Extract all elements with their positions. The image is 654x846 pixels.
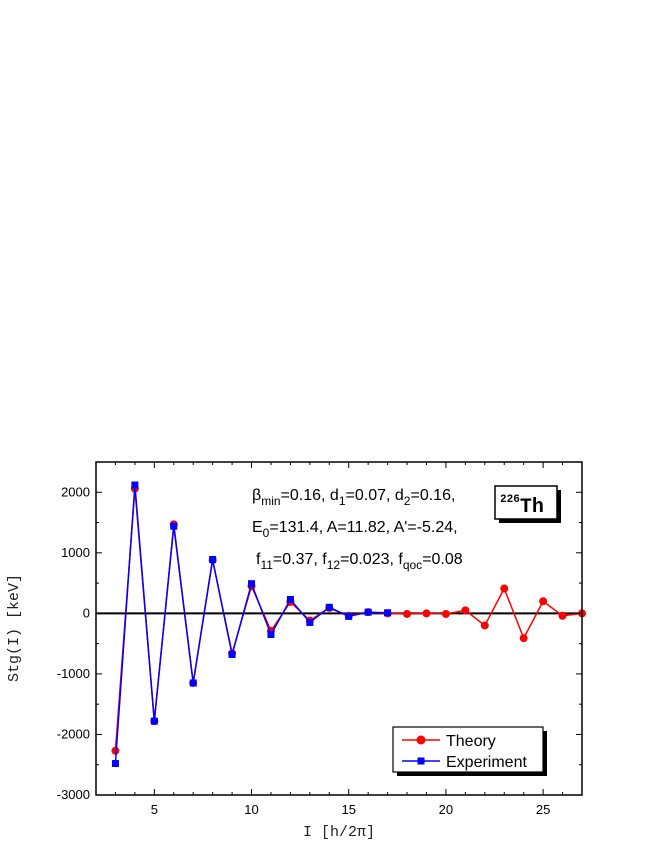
experiment-point xyxy=(111,760,119,768)
nucleus-label-text: 226Th xyxy=(500,494,544,519)
nucleus-label: 226Th xyxy=(494,485,561,523)
plot-area-frame xyxy=(95,461,583,796)
y-tick-label: -1000 xyxy=(57,666,90,681)
theory-point xyxy=(403,609,412,618)
x-tick-label: 10 xyxy=(244,802,258,817)
x-tick-label: 20 xyxy=(439,802,453,817)
series-layer xyxy=(111,481,586,768)
experiment-point xyxy=(131,481,139,489)
y-tick-label: 1000 xyxy=(61,545,90,560)
legend-experiment-label: Experiment xyxy=(446,754,527,771)
x-tick-label: 25 xyxy=(536,802,550,817)
theory-point xyxy=(441,609,450,618)
x-axis-title: I [h/2π] xyxy=(303,824,375,841)
tick-layer: 5 10 15 20 25 -3000 -2000 -1000 0 1000 2000 xyxy=(57,461,583,817)
y-tick-label: 2000 xyxy=(61,484,90,499)
experiment-point xyxy=(209,555,217,563)
experiment-point xyxy=(170,522,178,530)
legend-experiment-marker xyxy=(417,757,425,765)
experiment-point xyxy=(325,603,333,611)
nucleus-box xyxy=(494,485,558,520)
legend: Theory Experiment xyxy=(392,726,547,776)
experiment-point xyxy=(267,631,275,639)
x-tick-label: 15 xyxy=(341,802,355,817)
x-tick-label: 5 xyxy=(151,802,158,817)
theory-point xyxy=(461,606,470,615)
theory-point xyxy=(519,634,528,643)
experiment-point xyxy=(228,651,236,659)
annotation-line-1: βmin=0.16, d1=0.07, d2=0.16, xyxy=(252,487,455,508)
legend-theory-marker xyxy=(416,735,426,745)
experiment-point xyxy=(384,609,392,617)
experiment-point xyxy=(189,679,197,687)
theory-point xyxy=(480,621,489,630)
annotation-line-2: E0=131.4, A=11.82, A'=-5.24, xyxy=(252,519,458,540)
annotation-line-3: f11=0.37, f12=0.023, fqoc=0.08 xyxy=(256,551,463,572)
experiment-point xyxy=(150,717,158,725)
y-tick-label: -2000 xyxy=(57,726,90,741)
experiment-point xyxy=(345,612,353,620)
y-tick-label: -3000 xyxy=(57,787,90,802)
experiment-point xyxy=(364,608,372,616)
theory-point xyxy=(500,584,509,593)
experiment-point xyxy=(248,580,256,588)
legend-theory-label: Theory xyxy=(446,733,496,750)
theory-point xyxy=(558,611,567,620)
y-axis-title: Stg(I) [keV] xyxy=(6,574,23,682)
experiment-point xyxy=(306,618,314,626)
theory-point xyxy=(111,746,120,755)
parameter-annotation: βmin=0.16, d1=0.07, d2=0.16, E0=131.4, A… xyxy=(252,487,463,572)
y-tick-label: 0 xyxy=(83,605,90,620)
experiment-point xyxy=(286,595,294,603)
theory-point xyxy=(539,597,548,606)
theory-point xyxy=(422,609,431,618)
